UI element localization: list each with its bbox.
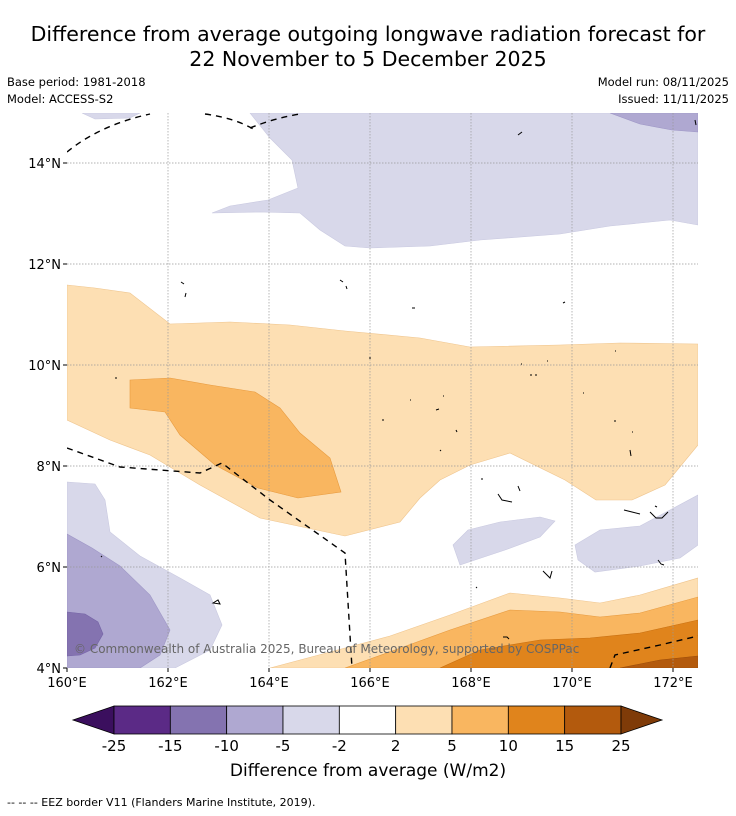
colorbar-over-arrow <box>620 705 664 735</box>
islands <box>100 119 697 640</box>
colorbar-under-arrow <box>71 705 115 735</box>
title-line-2: 22 November to 5 December 2025 <box>189 47 547 71</box>
neg-region-northeast <box>609 113 698 133</box>
latitude-labels: 14°N 12°N 10°N 8°N 6°N 4°N <box>28 157 61 677</box>
neg-region-east <box>574 494 698 573</box>
colorbar-tick-label: -25 <box>102 737 127 755</box>
lon-tick-label: 164°E <box>249 676 289 691</box>
colorbar-tick-label: -2 <box>332 737 347 755</box>
colorbar-block <box>395 705 453 735</box>
axis-tick-marks <box>63 162 674 672</box>
neg-region-southwest-core <box>67 611 104 657</box>
neg-region-north <box>211 113 698 249</box>
colorbar: -25 -15 -10 -5 -2 2 5 10 15 25 <box>71 705 664 755</box>
colorbar-label: Difference from average (W/m2) <box>229 761 507 781</box>
meta-right: Model run: 08/11/2025 Issued: 11/11/2025 <box>598 74 729 108</box>
model-name: Model: ACCESS-S2 <box>7 92 114 106</box>
colorbar-block <box>113 705 171 735</box>
colorbar-tick-label: -15 <box>158 737 183 755</box>
pos-region-central <box>67 284 698 537</box>
colorbar-tick-label: 15 <box>555 737 574 755</box>
lon-tick-label: 170°E <box>552 676 592 691</box>
copyright-text: © Commonwealth of Australia 2025, Bureau… <box>74 642 579 656</box>
neg-region-mid <box>452 516 556 566</box>
lon-tick-label: 168°E <box>451 676 491 691</box>
lat-tick-label: 14°N <box>28 157 61 172</box>
colorbar-tick-label: 10 <box>499 737 518 755</box>
colorbar-tick-label: 25 <box>611 737 630 755</box>
colorbar-block <box>338 705 397 735</box>
colorbar-tick-label: -10 <box>214 737 239 755</box>
lon-tick-label: 162°E <box>148 676 188 691</box>
colorbar-tick-label: -5 <box>276 737 291 755</box>
colorbar-block <box>282 705 340 735</box>
base-period: Base period: 1981-2018 <box>7 75 146 89</box>
meta-left: Base period: 1981-2018 Model: ACCESS-S2 <box>7 74 146 108</box>
colorbar-block <box>226 705 284 735</box>
eez-footnote: -- -- -- EEZ border V11 (Flanders Marine… <box>7 796 316 809</box>
map-plot-area: © Commonwealth of Australia 2025, Bureau… <box>67 113 698 668</box>
lat-tick-label: 4°N <box>37 662 62 677</box>
chart-title: Difference from average outgoing longwav… <box>0 22 736 72</box>
neg-region-small-west <box>81 113 141 120</box>
lon-tick-label: 172°E <box>653 676 693 691</box>
title-line-1: Difference from average outgoing longwav… <box>30 22 706 46</box>
pos-region-south-strongest <box>619 655 698 668</box>
lat-tick-label: 6°N <box>37 561 62 576</box>
pos-region-core <box>129 377 342 499</box>
lon-tick-label: 166°E <box>350 676 390 691</box>
colorbar-tick-label: 2 <box>391 737 401 755</box>
colorbar-blocks <box>113 705 622 735</box>
eez-borders <box>67 113 698 668</box>
model-run: Model run: 08/11/2025 <box>597 75 729 89</box>
colorbar-block <box>507 705 566 735</box>
pos-region-south-strong <box>439 619 698 668</box>
issued-date: Issued: 11/11/2025 <box>618 92 729 106</box>
longitude-labels: 160°E 162°E 164°E 166°E 168°E 170°E 172°… <box>47 676 693 691</box>
lat-tick-label: 10°N <box>28 359 61 374</box>
lat-tick-label: 12°N <box>28 258 61 273</box>
colorbar-block <box>564 705 622 735</box>
colorbar-block <box>169 705 228 735</box>
colorbar-block <box>451 705 509 735</box>
colorbar-tick-label: 5 <box>447 737 457 755</box>
lon-tick-label: 160°E <box>47 676 87 691</box>
lat-tick-label: 8°N <box>37 460 62 475</box>
colorbar-tick-labels: -25 -15 -10 -5 -2 2 5 10 15 25 <box>102 737 631 755</box>
map-gridlines <box>67 113 698 668</box>
